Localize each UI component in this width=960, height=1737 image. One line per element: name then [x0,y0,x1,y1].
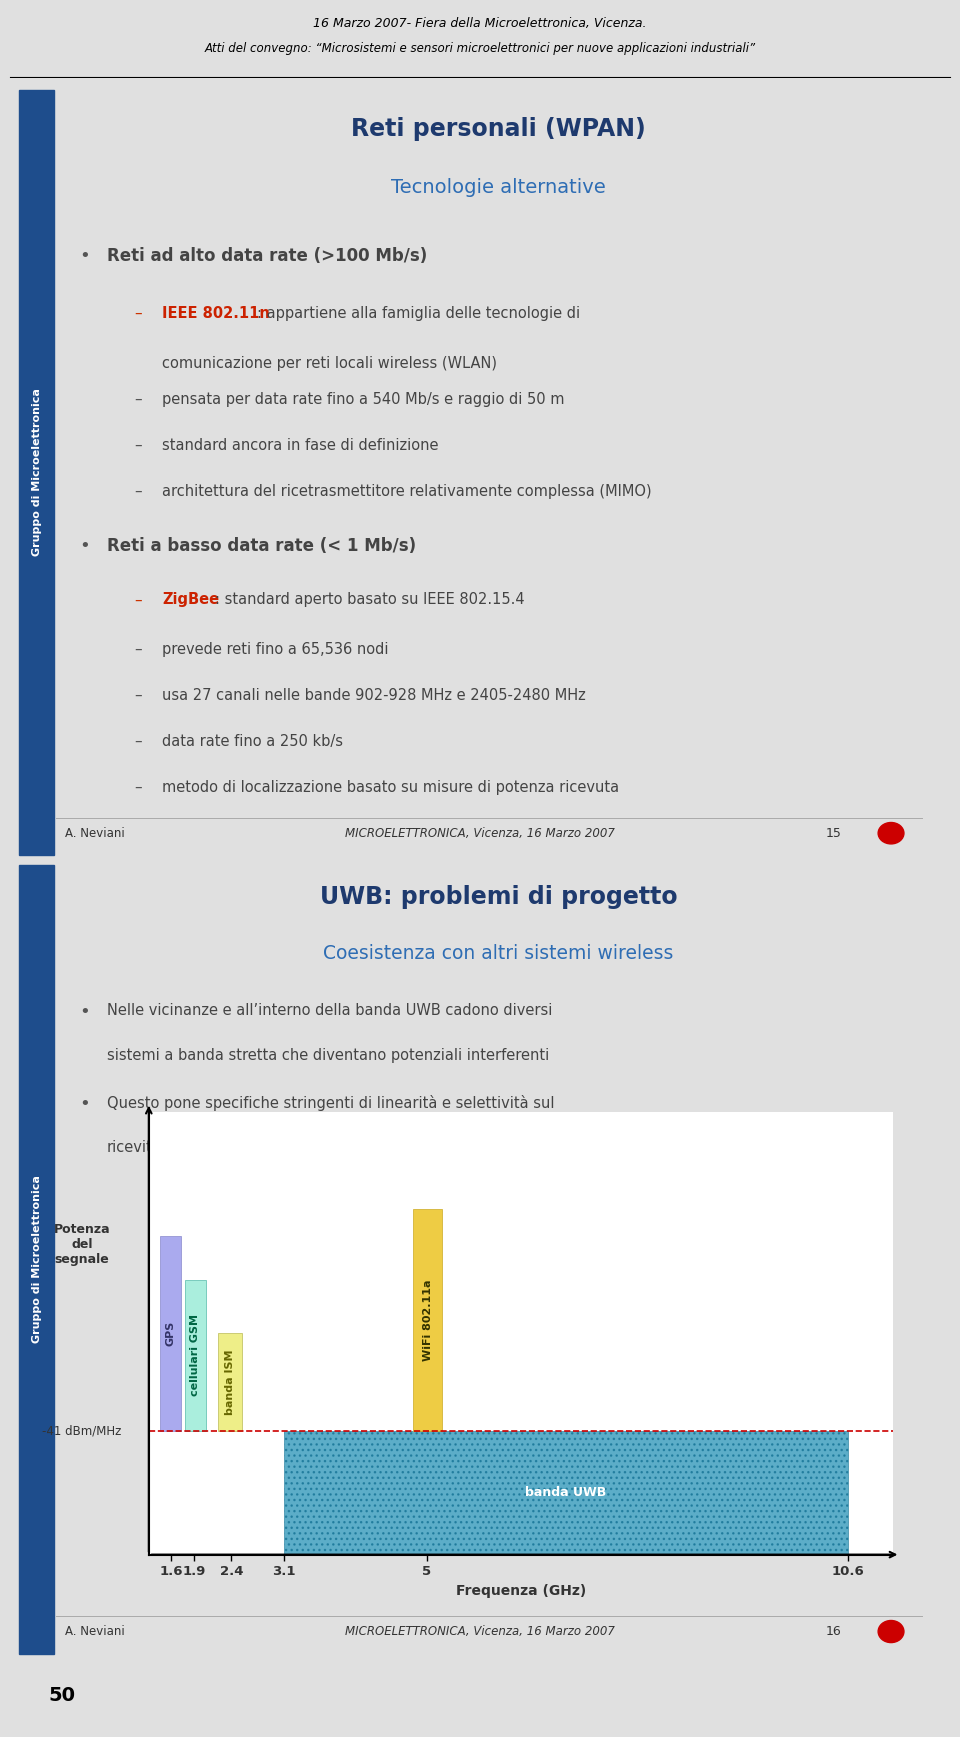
Text: Nelle vicinanze e all’interno della banda UWB cadono diversi: Nelle vicinanze e all’interno della band… [107,1002,552,1018]
Text: Reti a basso data rate (< 1 Mb/s): Reti a basso data rate (< 1 Mb/s) [107,537,416,556]
Text: comunicazione per reti locali wireless (WLAN): comunicazione per reti locali wireless (… [162,356,497,370]
Text: UWB: problemi di progetto: UWB: problemi di progetto [320,884,677,908]
Text: ricevitore: ricevitore [107,1139,176,1155]
Text: Coesistenza con altri sistemi wireless: Coesistenza con altri sistemi wireless [324,943,674,962]
Text: •: • [79,1096,90,1113]
Text: –: – [134,485,142,499]
Text: metodo di localizzazione basato su misure di potenza ricevuta: metodo di localizzazione basato su misur… [162,780,619,796]
Text: architettura del ricetrasmettitore relativamente complessa (MIMO): architettura del ricetrasmettitore relat… [162,485,652,499]
Text: Potenza
del
segnale: Potenza del segnale [54,1223,110,1266]
Text: banda UWB: banda UWB [525,1487,607,1499]
Text: GPS: GPS [165,1320,176,1346]
Text: •: • [79,1002,90,1021]
Text: WiFi 802.11a: WiFi 802.11a [422,1278,433,1360]
Text: standard ancora in fase di definizione: standard ancora in fase di definizione [162,438,439,453]
Text: A. Neviani: A. Neviani [65,1626,125,1638]
Text: –: – [134,438,142,453]
Text: usa 27 canali nelle bande 902-928 MHz e 2405-2480 MHz: usa 27 canali nelle bande 902-928 MHz e … [162,688,586,703]
Text: cellulari GSM: cellulari GSM [190,1315,201,1397]
Text: : standard aperto basato su IEEE 802.15.4: : standard aperto basato su IEEE 802.15.… [215,592,524,608]
Text: MICROELETTRONICA, Vicenza, 16 Marzo 2007: MICROELETTRONICA, Vicenza, 16 Marzo 2007 [345,1626,615,1638]
Bar [160,1235,181,1431]
Text: Atti del convegno: “Microsistemi e sensori microelettronici per nuove applicazio: Atti del convegno: “Microsistemi e senso… [204,42,756,54]
Text: A. Neviani: A. Neviani [65,827,125,839]
Text: pensata per data rate fino a 540 Mb/s e raggio di 50 m: pensata per data rate fino a 540 Mb/s e … [162,393,564,406]
X-axis label: Frequenza (GHz): Frequenza (GHz) [456,1584,586,1598]
Text: –: – [134,688,142,703]
Text: –: – [134,592,142,608]
Text: -41 dBm/MHz: -41 dBm/MHz [42,1424,122,1436]
Text: –: – [134,306,142,321]
Text: 16: 16 [826,1626,841,1638]
Text: IEEE 802.11n: IEEE 802.11n [162,306,270,321]
Circle shape [878,823,904,844]
Text: Gruppo di Microelettronica: Gruppo di Microelettronica [32,389,41,556]
Text: : appartiene alla famiglia delle tecnologie di: : appartiene alla famiglia delle tecnolo… [257,306,580,321]
Text: banda ISM: banda ISM [225,1350,235,1414]
Text: 15: 15 [826,827,842,839]
Text: –: – [134,393,142,406]
Text: Tecnologie alternative: Tecnologie alternative [391,179,606,198]
Text: 16 Marzo 2007- Fiera della Microelettronica, Vicenza.: 16 Marzo 2007- Fiera della Microelettron… [313,17,647,30]
Text: MICROELETTRONICA, Vicenza, 16 Marzo 2007: MICROELETTRONICA, Vicenza, 16 Marzo 2007 [345,827,615,839]
Bar [185,1280,205,1431]
Bar [284,1431,848,1555]
Text: Reti ad alto data rate (>100 Mb/s): Reti ad alto data rate (>100 Mb/s) [107,247,427,266]
Text: Reti personali (WPAN): Reti personali (WPAN) [351,116,646,141]
Bar [414,1209,442,1431]
Text: Gruppo di Microelettronica: Gruppo di Microelettronica [32,1176,41,1343]
Bar [19,90,54,855]
Text: •: • [79,537,90,556]
Text: prevede reti fino a 65,536 nodi: prevede reti fino a 65,536 nodi [162,643,389,657]
Bar [218,1334,242,1431]
Text: sistemi a banda stretta che diventano potenziali interferenti: sistemi a banda stretta che diventano po… [107,1047,549,1063]
Text: data rate fino a 250 kb/s: data rate fino a 250 kb/s [162,733,343,749]
Text: 50: 50 [48,1687,75,1704]
Text: ZigBee: ZigBee [162,592,219,608]
Text: –: – [134,643,142,657]
Text: Questo pone specifiche stringenti di linearità e selettività sul: Questo pone specifiche stringenti di lin… [107,1096,554,1112]
Circle shape [878,1621,904,1643]
Bar [19,865,54,1654]
Text: •: • [79,247,90,266]
Text: –: – [134,733,142,749]
Text: –: – [134,780,142,796]
